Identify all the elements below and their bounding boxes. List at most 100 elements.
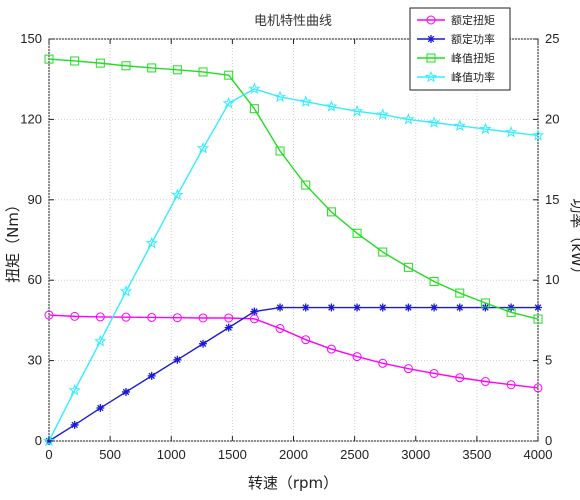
x-tick-label: 1500 <box>218 447 247 462</box>
data-point <box>352 352 362 362</box>
y-left-tick-label: 0 <box>35 433 42 448</box>
data-point <box>404 303 413 312</box>
data-point <box>403 262 413 272</box>
data-point <box>455 373 465 383</box>
y-axis-label-left: 扭矩（Nm） <box>4 197 22 283</box>
data-point <box>273 90 287 103</box>
data-point <box>95 58 105 68</box>
series-1 <box>45 303 542 445</box>
data-point <box>402 112 415 125</box>
y-left-tick-label: 150 <box>20 31 42 46</box>
data-point <box>250 307 259 316</box>
data-point <box>222 96 235 109</box>
data-point <box>44 54 54 64</box>
y-left-tick-label: 120 <box>20 111 42 126</box>
data-point <box>275 146 285 156</box>
y-right-tick-label: 15 <box>545 192 559 207</box>
data-point <box>224 70 234 80</box>
data-point <box>506 380 516 390</box>
data-point <box>299 95 312 107</box>
x-tick-label: 2500 <box>340 447 369 462</box>
x-tick-label: 2000 <box>279 447 308 462</box>
legend-label: 峰值功率 <box>451 70 495 84</box>
data-point <box>455 303 464 312</box>
x-tick-label: 500 <box>99 447 121 462</box>
y-right-tick-label: 10 <box>545 272 559 287</box>
data-point <box>533 314 543 324</box>
data-point <box>326 207 336 217</box>
data-point <box>147 371 156 380</box>
data-point <box>350 104 364 117</box>
data-point <box>301 180 311 190</box>
data-point <box>122 387 131 396</box>
data-point <box>325 100 338 112</box>
legend-label: 额定扭矩 <box>451 13 495 27</box>
data-point <box>121 312 131 322</box>
y-left-tick-label: 90 <box>28 192 42 207</box>
data-point <box>403 364 413 374</box>
data-point <box>145 236 158 249</box>
data-point <box>147 63 157 73</box>
data-point <box>480 298 490 308</box>
x-tick-label: 0 <box>45 447 52 462</box>
data-point <box>276 303 285 312</box>
data-point <box>70 56 80 66</box>
data-point <box>479 122 492 135</box>
legend-swatch-marker <box>427 35 435 43</box>
x-tick-label: 4000 <box>524 447 553 462</box>
data-point <box>275 323 285 333</box>
data-point <box>327 303 336 312</box>
data-point <box>301 335 311 345</box>
data-point <box>121 61 131 71</box>
x-tick-label: 3000 <box>401 447 430 462</box>
data-point <box>70 420 79 429</box>
data-point <box>224 313 234 323</box>
data-point <box>196 141 210 154</box>
y-right-tick-label: 5 <box>545 353 552 368</box>
data-point <box>248 82 261 95</box>
ticks: 0 500 1000 1500 2000 2500 3000 3500 400003060901… <box>20 31 559 462</box>
data-point <box>378 358 388 368</box>
data-point <box>198 67 208 77</box>
data-point <box>429 368 439 378</box>
data-point <box>96 404 105 413</box>
data-point <box>427 116 441 128</box>
x-tick-label: 3500 <box>462 447 491 462</box>
data-point <box>326 344 336 354</box>
data-point <box>455 288 465 298</box>
data-point <box>198 313 208 323</box>
data-point <box>95 312 105 322</box>
data-point <box>453 119 466 132</box>
data-point <box>147 312 157 322</box>
data-point <box>42 434 56 447</box>
x-tick-label: 1000 <box>157 447 186 462</box>
y-right-tick-label: 25 <box>545 31 559 46</box>
data-point <box>429 277 439 287</box>
data-point <box>172 65 182 75</box>
data-point <box>353 303 362 312</box>
y-axis-label-right: 功率（kW） <box>568 198 580 282</box>
y-left-tick-label: 30 <box>28 353 42 368</box>
data-point <box>534 303 542 312</box>
data-point <box>481 303 490 312</box>
data-point <box>119 285 133 297</box>
data-point <box>199 339 208 348</box>
legend-swatch-marker <box>426 53 436 63</box>
legend-label: 峰值扭矩 <box>451 51 495 65</box>
x-axis-label: 转速（rpm） <box>248 474 338 492</box>
data-point <box>480 377 490 387</box>
y-right-tick-label: 0 <box>545 433 552 448</box>
data-point <box>378 303 387 312</box>
series-2 <box>44 54 543 324</box>
data-point <box>533 383 543 393</box>
grid <box>48 38 539 442</box>
data-point <box>171 188 184 201</box>
series-line <box>48 306 538 442</box>
data-point <box>301 303 310 312</box>
series-layer <box>42 54 545 447</box>
data-point <box>68 383 81 396</box>
data-point <box>430 303 439 312</box>
data-point <box>504 125 518 138</box>
data-point <box>376 108 389 120</box>
